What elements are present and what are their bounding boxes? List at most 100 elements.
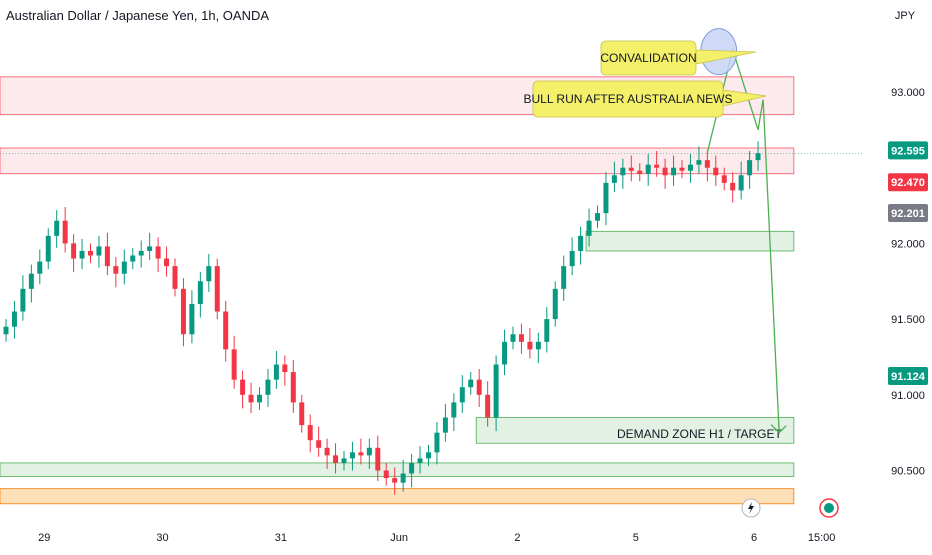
candle-body — [265, 379, 271, 395]
candle-body — [510, 334, 516, 342]
price-label-text: 92.201 — [891, 208, 925, 220]
candle — [62, 207, 68, 253]
candle-body — [113, 266, 119, 274]
candle — [316, 426, 322, 457]
candle-body — [316, 440, 322, 448]
candle — [257, 387, 262, 410]
candle — [333, 443, 339, 474]
price-label-bg — [888, 141, 928, 160]
candle — [561, 255, 567, 301]
candle-body — [257, 394, 262, 403]
candle-body — [679, 167, 685, 171]
candle — [113, 257, 119, 288]
price-label: 92.595 — [888, 141, 928, 160]
candle — [645, 154, 651, 186]
candle — [730, 172, 736, 203]
candle — [510, 326, 516, 350]
projection-arrowhead — [770, 424, 787, 434]
candle-body — [603, 182, 609, 214]
economic-event-icon[interactable] — [819, 498, 839, 518]
candle-body — [586, 220, 592, 236]
candle — [637, 163, 643, 182]
candle-body — [502, 341, 508, 365]
candle-body — [341, 458, 347, 463]
candle — [527, 328, 533, 359]
candle-body — [71, 243, 77, 259]
candle-body — [121, 261, 127, 274]
candle-body — [662, 167, 668, 176]
candle-body — [459, 387, 465, 403]
candle — [121, 249, 127, 285]
candle — [206, 253, 212, 292]
candle — [37, 249, 43, 285]
candle-body — [96, 246, 102, 256]
candle-body — [383, 470, 389, 479]
price-label-bg — [888, 203, 928, 222]
candle — [96, 235, 102, 268]
supply-zone-lower — [0, 147, 795, 175]
candle-body — [147, 246, 153, 251]
candle — [687, 154, 693, 183]
candle-body — [620, 167, 626, 176]
candle — [223, 300, 229, 362]
candle-body — [206, 266, 212, 282]
candle-body — [155, 246, 161, 259]
candle — [54, 210, 60, 248]
candle-body — [696, 160, 702, 165]
lightning-icon[interactable] — [741, 498, 761, 518]
candle-body — [349, 452, 355, 459]
candle-body — [231, 349, 237, 380]
candle — [552, 281, 558, 327]
candle-body — [28, 273, 34, 289]
candle — [544, 306, 550, 353]
price-label-text: 92.595 — [891, 145, 925, 157]
y-tick-label: 93.000 — [891, 87, 925, 99]
candle — [231, 335, 237, 389]
x-tick-label: 31 — [275, 532, 287, 544]
candle — [738, 161, 744, 200]
candle — [409, 453, 415, 488]
candle — [189, 290, 195, 344]
candle — [172, 258, 178, 297]
candle-body — [628, 167, 634, 171]
candle — [451, 393, 457, 432]
candle — [662, 158, 668, 189]
candle — [375, 435, 381, 482]
y-tick-label: 91.000 — [891, 390, 925, 402]
candle — [164, 246, 170, 277]
candle — [28, 264, 34, 303]
chart-title: Australian Dollar / Japanese Yen, 1h, OA… — [6, 8, 270, 23]
orange-zone — [0, 488, 795, 505]
candle — [88, 243, 93, 264]
candle-body — [611, 175, 617, 183]
candle — [273, 350, 279, 389]
candle — [535, 332, 541, 364]
candle — [620, 158, 626, 189]
candle-body — [45, 235, 51, 262]
candle-body — [578, 235, 584, 251]
candle — [417, 446, 423, 474]
candle-body — [189, 303, 195, 335]
candle-body — [704, 160, 710, 168]
price-label: 91.124 — [888, 367, 928, 386]
candle-body — [544, 319, 550, 342]
candle — [20, 275, 26, 321]
candle — [671, 155, 677, 186]
candle-body — [11, 311, 17, 327]
x-tick-label: 29 — [38, 532, 50, 544]
y-tick-label: 91.500 — [891, 314, 925, 326]
candle — [71, 234, 77, 273]
candle-body — [645, 164, 651, 174]
candle-body — [197, 281, 203, 304]
price-label-bg — [888, 173, 928, 192]
x-tick-label: 15:00 — [808, 532, 836, 544]
candle-body — [434, 432, 440, 453]
candle — [476, 369, 482, 407]
candle-body — [451, 402, 457, 418]
demand-zone-bottom — [0, 462, 795, 477]
candle-body — [248, 394, 254, 403]
candle — [45, 228, 51, 270]
candle-body — [358, 452, 364, 456]
